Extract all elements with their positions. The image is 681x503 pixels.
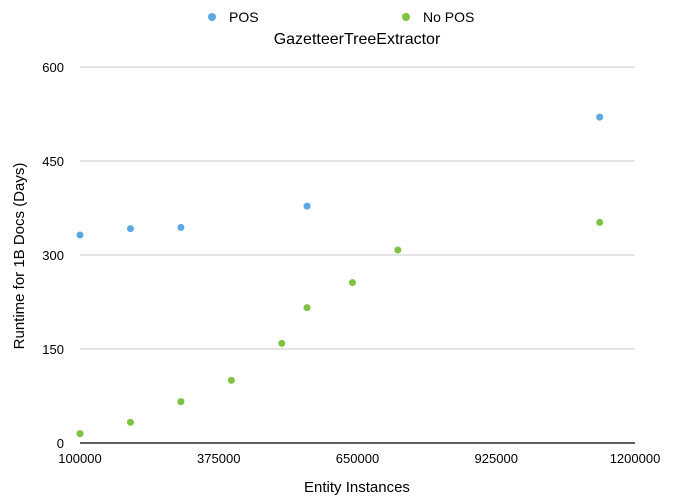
legend-label-pos: POS [229, 9, 259, 25]
data-point-no-pos [177, 398, 185, 406]
legend-label-no-pos: No POS [423, 9, 474, 25]
data-point-pos [126, 225, 134, 233]
data-point-no-pos [126, 418, 134, 426]
x-tick-label: 1200000 [610, 451, 661, 466]
legend-item-pos: POS [208, 9, 259, 25]
legend-marker-no-pos [402, 13, 410, 21]
data-point-no-pos [76, 430, 84, 438]
data-point-no-pos [348, 279, 356, 287]
x-tick-label: 650000 [336, 451, 379, 466]
data-point-no-pos [227, 376, 235, 384]
series-pos [76, 113, 604, 239]
data-point-no-pos [394, 246, 402, 254]
legend-marker-pos [208, 13, 216, 21]
y-axis-tick-labels: 0 150 300 450 600 [42, 60, 64, 451]
data-point-no-pos [596, 218, 604, 226]
data-point-pos [303, 202, 311, 210]
data-point-pos [596, 113, 604, 121]
data-point-pos [76, 231, 84, 239]
x-tick-label: 925000 [475, 451, 518, 466]
x-axis-tick-labels: 100000 375000 650000 925000 1200000 [58, 451, 660, 466]
x-tick-label: 375000 [197, 451, 240, 466]
data-point-no-pos [303, 304, 311, 312]
y-tick-label: 150 [42, 342, 64, 357]
y-axis-title: Runtime for 1B Docs (Days) [11, 163, 28, 350]
y-tick-label: 600 [42, 60, 64, 75]
legend: POS No POS [208, 9, 474, 25]
x-tick-label: 100000 [58, 451, 101, 466]
x-axis-title: Entity Instances [304, 479, 410, 496]
y-tick-label: 0 [57, 436, 64, 451]
chart-title: GazetteerTreeExtractor [274, 31, 441, 48]
y-tick-label: 450 [42, 154, 64, 169]
data-point-pos [177, 223, 185, 231]
y-tick-label: 300 [42, 248, 64, 263]
data-points [76, 113, 604, 438]
series-no-pos [76, 218, 604, 438]
data-point-no-pos [278, 339, 286, 347]
gridlines [80, 66, 635, 350]
legend-item-no-pos: No POS [402, 9, 474, 25]
